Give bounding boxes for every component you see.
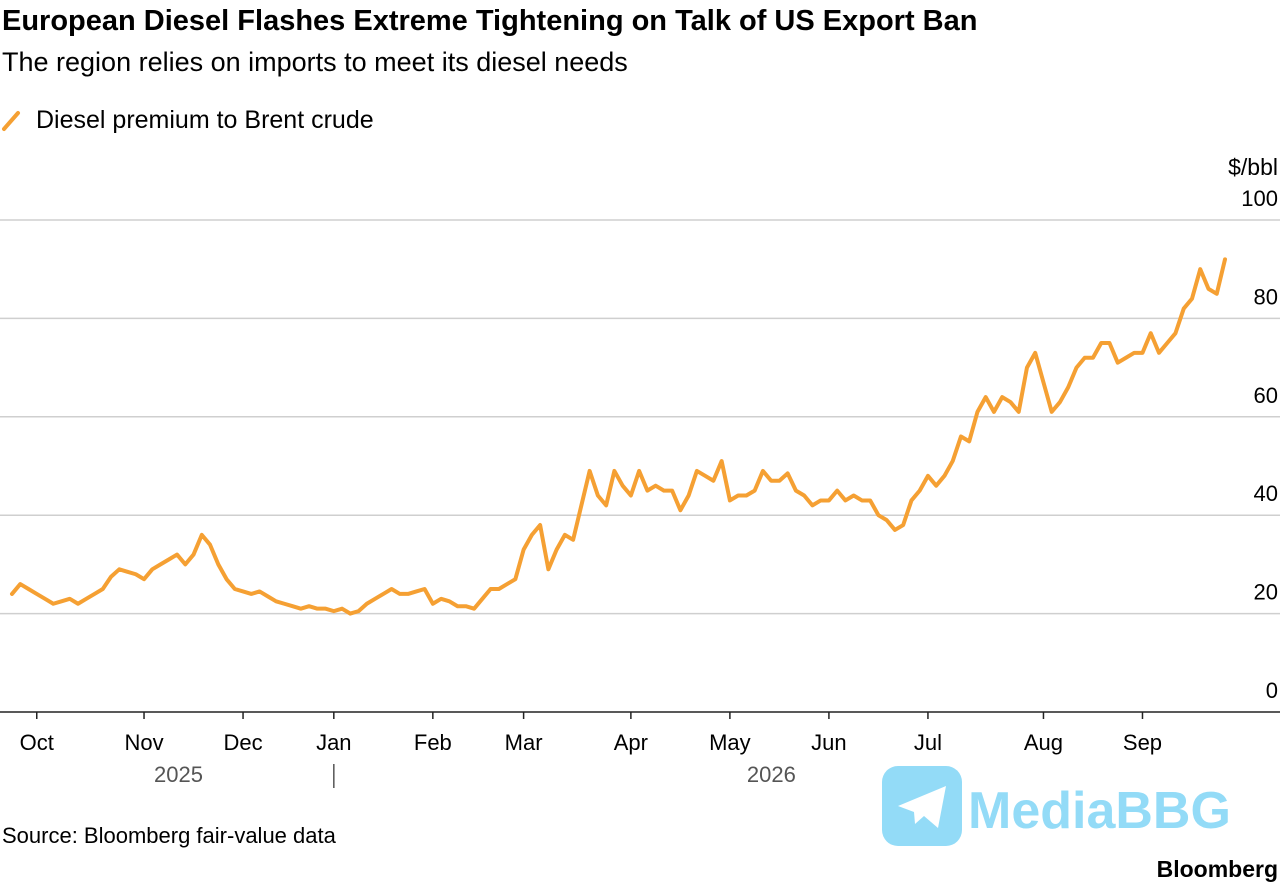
y-tick-label: 0 xyxy=(1266,678,1278,703)
y-tick-label: 80 xyxy=(1254,284,1278,309)
year-label: 2026 xyxy=(747,762,796,787)
y-tick-label: 40 xyxy=(1254,481,1278,506)
x-tick-label: Jan xyxy=(316,730,351,755)
x-tick-label: Apr xyxy=(614,730,648,755)
x-tick-label: Dec xyxy=(223,730,262,755)
data-line xyxy=(10,257,1227,616)
x-tick-label: Sep xyxy=(1123,730,1162,755)
x-tick-label: Jun xyxy=(811,730,846,755)
x-tick-label: Aug xyxy=(1024,730,1063,755)
chart-subtitle: The region relies on imports to meet its… xyxy=(2,47,628,77)
y-tick-label: 60 xyxy=(1254,383,1278,408)
y-unit: $/bbl xyxy=(1228,154,1278,180)
x-tick-label: May xyxy=(709,730,751,755)
x-tick-label: Mar xyxy=(505,730,543,755)
year-label: 2025 xyxy=(154,762,203,787)
y-tick-label: 100 xyxy=(1241,186,1278,211)
watermark: MediaBBG xyxy=(882,766,1231,846)
chart-title: European Diesel Flashes Extreme Tighteni… xyxy=(2,5,977,37)
x-tick-label: Oct xyxy=(20,730,54,755)
x-tick-label: Feb xyxy=(414,730,452,755)
watermark-text: MediaBBG xyxy=(968,782,1231,840)
brand: Bloomberg xyxy=(1157,856,1278,882)
legend-label: Diesel premium to Brent crude xyxy=(36,106,374,134)
x-tick-label: Jul xyxy=(914,730,942,755)
x-tick-label: Nov xyxy=(124,730,163,755)
y-tick-label: 20 xyxy=(1254,580,1278,605)
watermark-plane xyxy=(898,786,946,828)
legend-swatch xyxy=(2,111,20,131)
source: Source: Bloomberg fair-value data xyxy=(2,823,337,848)
